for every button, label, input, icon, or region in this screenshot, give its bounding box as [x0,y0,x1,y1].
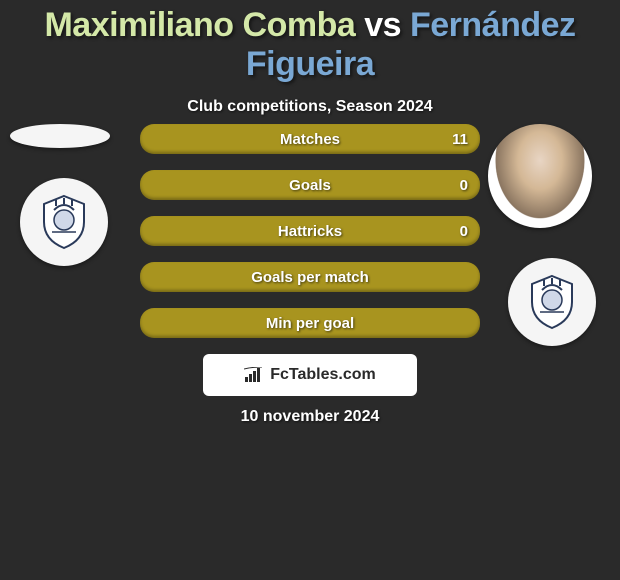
date-line: 10 november 2024 [0,408,620,426]
player1-photo [10,124,110,148]
club-crest-icon [522,272,582,332]
bar-chart-icon [244,367,264,383]
player2-club-badge [508,258,596,346]
page-title: Maximiliano Comba vs Fernández Figueira [0,0,620,84]
player1-name: Maximiliano Comba [44,6,355,44]
player1-club-badge [20,178,108,266]
stat-label: Hattricks [278,223,342,240]
stat-right-value: 11 [452,131,468,148]
stats-container: Matches 11 Goals 0 Hattricks 0 Goals per… [140,124,480,354]
attribution-badge: FcTables.com [203,354,417,396]
stat-right-value: 0 [460,223,468,240]
stat-label: Goals [289,177,331,194]
player2-photo [488,124,592,228]
stat-row-goals-per-match: Goals per match [140,262,480,292]
attribution-text: FcTables.com [270,366,376,384]
stat-row-goals: Goals 0 [140,170,480,200]
stat-label: Min per goal [266,315,354,332]
stat-label: Goals per match [251,269,369,286]
stat-row-hattricks: Hattricks 0 [140,216,480,246]
vs-separator: vs [364,6,401,44]
stat-label: Matches [280,131,340,148]
stat-row-min-per-goal: Min per goal [140,308,480,338]
stat-right-value: 0 [460,177,468,194]
club-crest-icon [34,192,94,252]
subtitle: Club competitions, Season 2024 [0,98,620,116]
stat-row-matches: Matches 11 [140,124,480,154]
